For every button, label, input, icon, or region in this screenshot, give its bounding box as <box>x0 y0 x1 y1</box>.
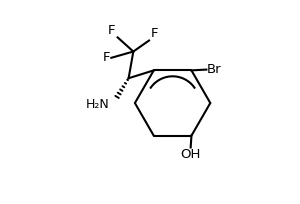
Text: Br: Br <box>207 63 222 76</box>
Text: OH: OH <box>181 148 201 161</box>
Text: F: F <box>108 24 116 37</box>
Text: H₂N: H₂N <box>86 98 110 111</box>
Text: F: F <box>150 27 158 40</box>
Text: F: F <box>102 51 110 64</box>
